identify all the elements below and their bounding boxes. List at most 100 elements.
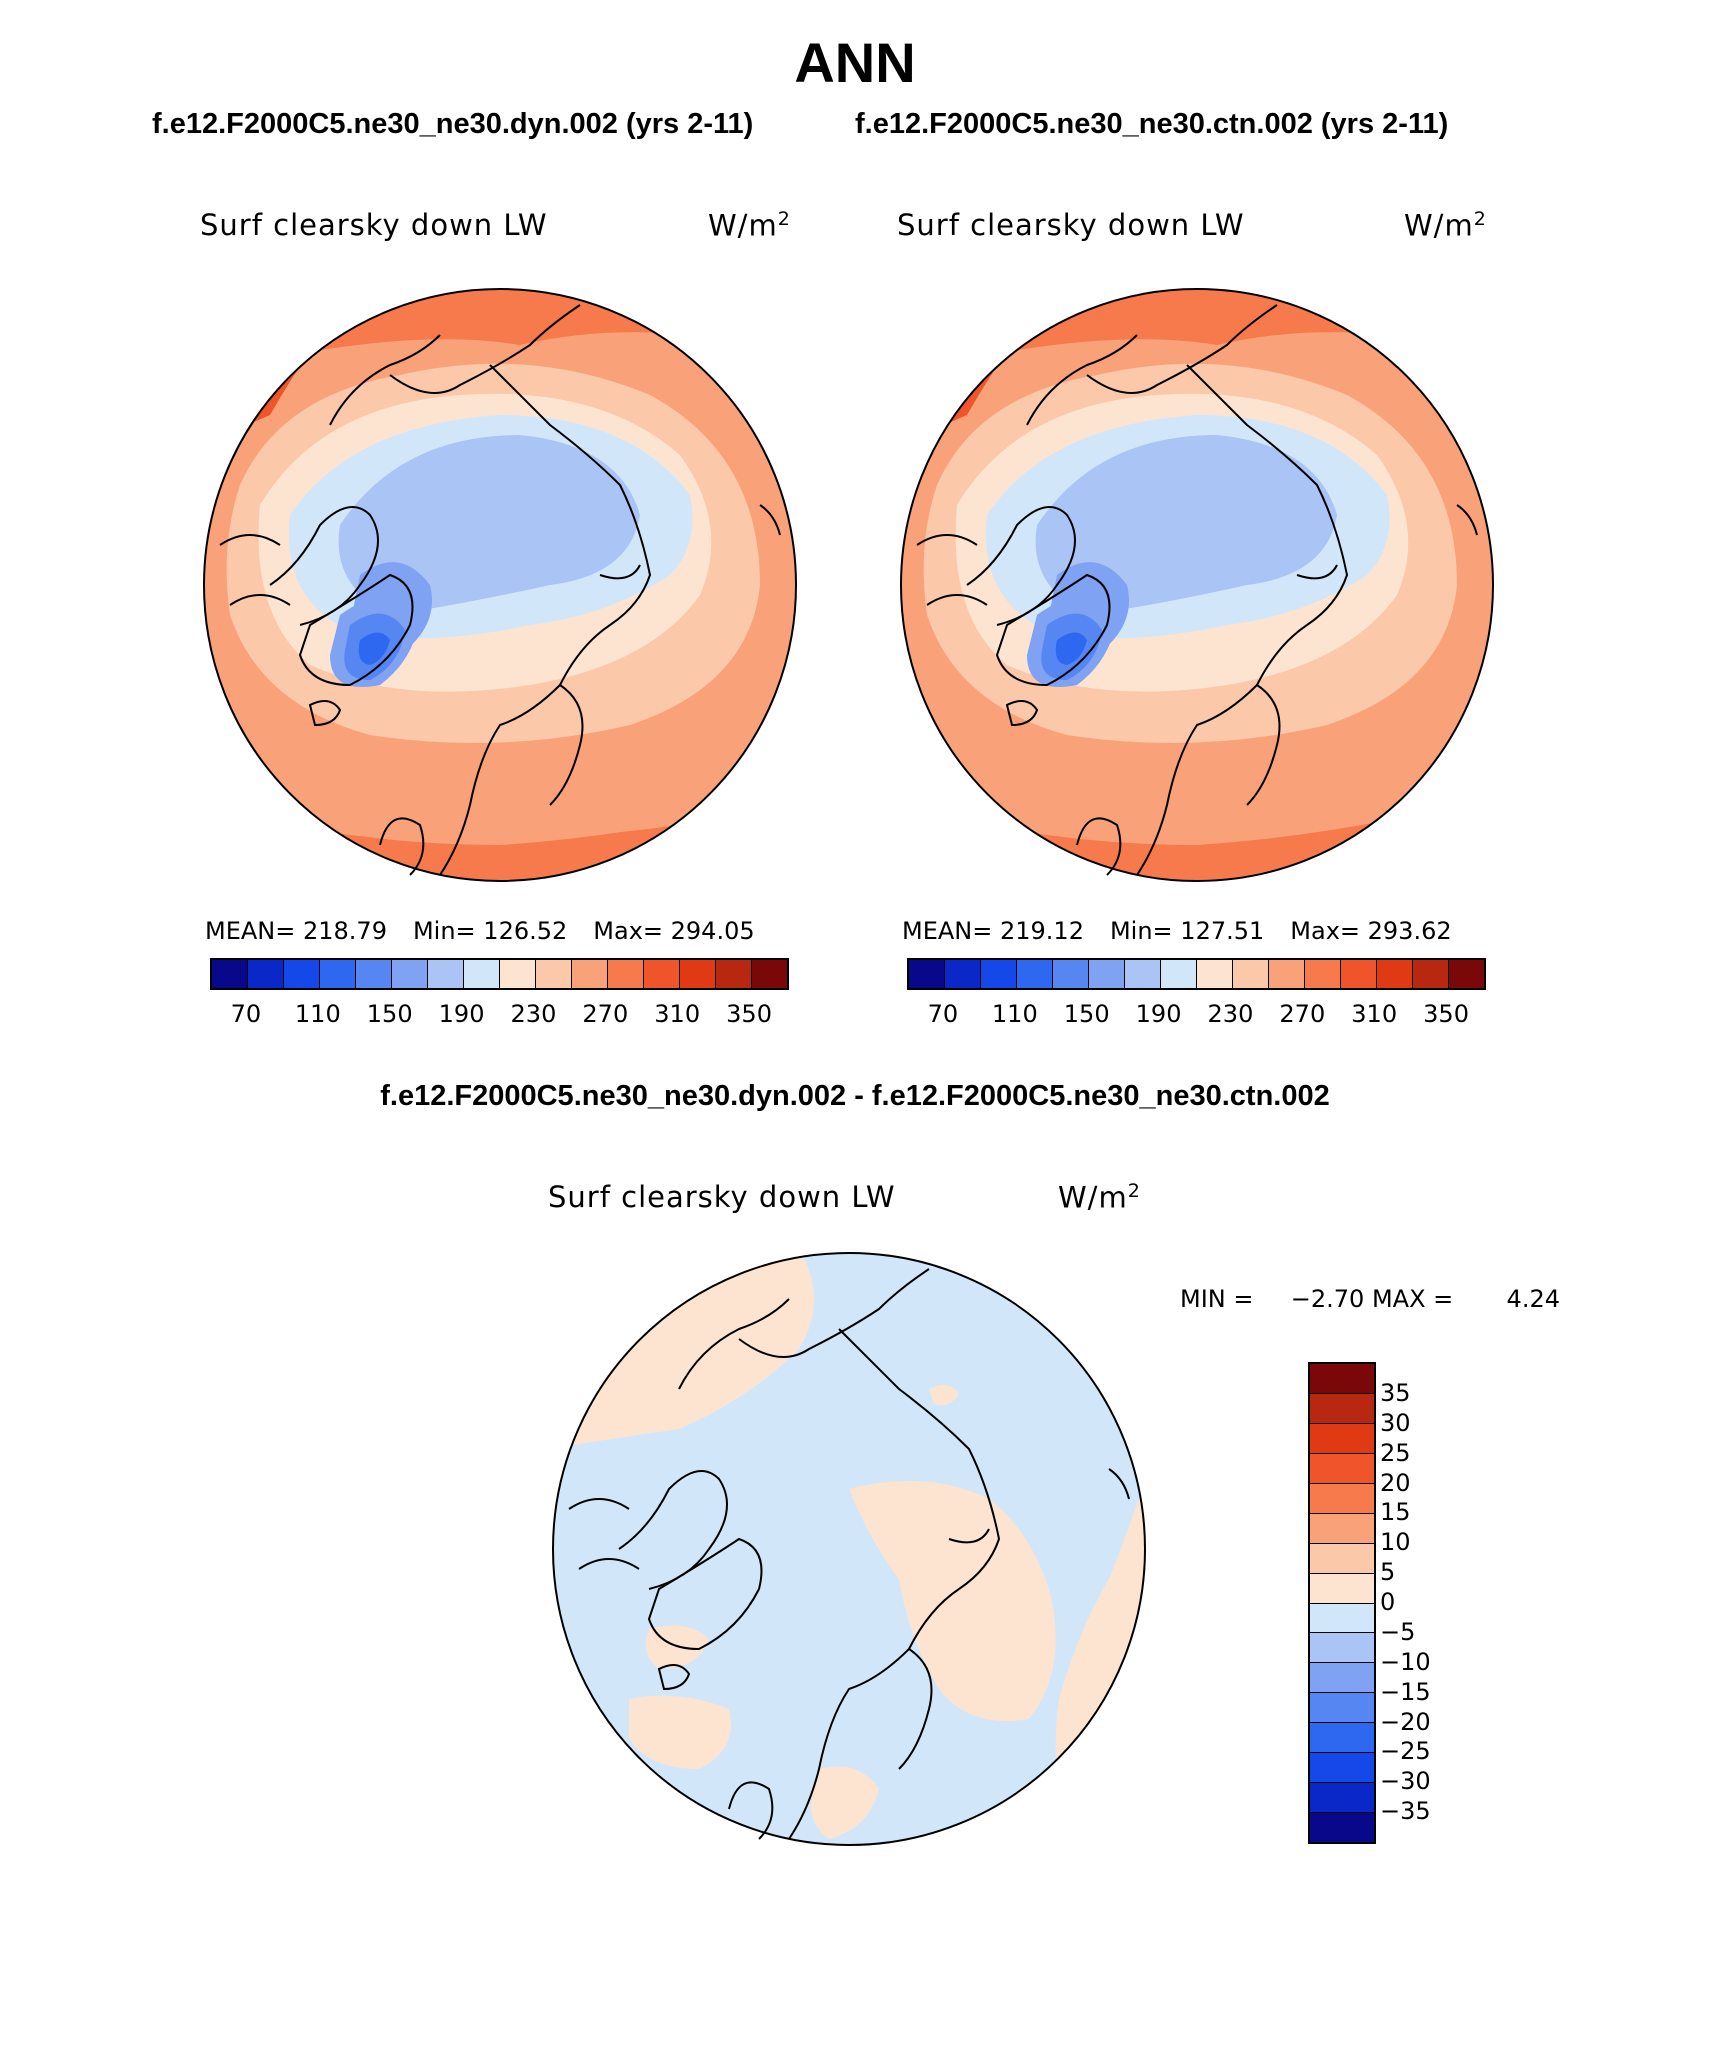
colorbar-tick-label: 5 — [1380, 1558, 1396, 1587]
case-title-right: f.e12.F2000C5.ne30_ne30.ctn.002 (yrs 2-1… — [855, 108, 1449, 140]
colorbar-tick-label: 190 — [438, 1000, 485, 1028]
colorbar-swatch — [716, 960, 752, 988]
colorbar-tick-label: 20 — [1380, 1468, 1411, 1497]
right-colorbar — [907, 958, 1486, 990]
colorbar-tick-label: 270 — [1279, 1000, 1326, 1028]
colorbar-swatch — [1310, 1423, 1374, 1454]
colorbar-swatch — [1310, 1783, 1374, 1814]
page-title: ANN — [794, 31, 916, 94]
right-units: W/m2 — [1404, 208, 1487, 243]
colorbar-tick-label: −25 — [1380, 1737, 1431, 1766]
colorbar-swatch — [500, 960, 536, 988]
right-coastlines — [916, 304, 1478, 876]
colorbar-swatch — [1089, 960, 1125, 988]
colorbar-tick-label: −20 — [1380, 1707, 1431, 1736]
colorbar-swatch — [680, 960, 716, 988]
colorbar-swatch — [1161, 960, 1197, 988]
colorbar-swatch — [1310, 1364, 1374, 1394]
colorbar-swatch — [1310, 1483, 1374, 1514]
diff-title: f.e12.F2000C5.ne30_ne30.dyn.002 - f.e12.… — [380, 1080, 1330, 1112]
diff-minmax: MIN = −2.70 MAX = 4.24 — [1180, 1285, 1560, 1313]
colorbar-tick-label: 15 — [1380, 1498, 1411, 1527]
diff-variable-label: Surf clearsky down LW — [548, 1180, 896, 1214]
diff-polar-map — [552, 1252, 1146, 1846]
colorbar-swatch — [428, 960, 464, 988]
colorbar-swatch — [1310, 1693, 1374, 1724]
colorbar-swatch — [1197, 960, 1233, 988]
left-colorbar — [210, 958, 789, 990]
colorbar-swatch — [284, 960, 320, 988]
colorbar-swatch — [909, 960, 945, 988]
diff-max-label: MAX = — [1371, 1285, 1454, 1313]
left-min: Min= 126.52 — [412, 917, 568, 945]
colorbar-tick-label: 150 — [366, 1000, 413, 1028]
left-map-border — [203, 288, 797, 882]
diff-min-label: MIN = — [1180, 1285, 1254, 1313]
colorbar-swatch — [1017, 960, 1053, 988]
diff-colorbar — [1308, 1362, 1376, 1844]
colorbar-swatch — [1310, 1573, 1374, 1604]
colorbar-swatch — [1341, 960, 1377, 988]
colorbar-swatch — [752, 960, 787, 988]
right-mean: MEAN= 219.12 — [902, 917, 1084, 945]
colorbar-tick-label: 310 — [1351, 1000, 1398, 1028]
diff-map-border — [552, 1252, 1146, 1846]
colorbar-tick-label: −15 — [1380, 1677, 1431, 1706]
colorbar-tick-label: 110 — [991, 1000, 1038, 1028]
colorbar-tick-label: 0 — [1380, 1588, 1396, 1616]
colorbar-swatch — [536, 960, 572, 988]
colorbar-swatch — [1310, 1813, 1374, 1842]
colorbar-tick-label: 25 — [1380, 1438, 1411, 1467]
left-units: W/m2 — [708, 208, 791, 243]
colorbar-swatch — [356, 960, 392, 988]
left-colorbar-ticks: 70 110 150 190 230 270 310 350 — [210, 1000, 785, 1030]
colorbar-tick-label: 30 — [1380, 1408, 1411, 1437]
colorbar-tick-label: 310 — [654, 1000, 701, 1028]
colorbar-swatch — [1310, 1453, 1374, 1484]
colorbar-swatch — [981, 960, 1017, 988]
colorbar-swatch — [1233, 960, 1269, 988]
colorbar-swatch — [572, 960, 608, 988]
colorbar-swatch — [1310, 1603, 1374, 1634]
diff-max-value: 4.24 — [1506, 1285, 1560, 1313]
right-map-border — [900, 288, 1494, 882]
diff-units: W/m2 — [1058, 1180, 1141, 1215]
diff-field — [553, 1253, 1145, 1845]
colorbar-tick-label: −30 — [1380, 1767, 1431, 1796]
colorbar-swatch — [464, 960, 500, 988]
right-max: Max= 293.62 — [1290, 917, 1452, 945]
colorbar-tick-label: 350 — [1423, 1000, 1469, 1028]
right-colorbar-ticks: 70 110 150 190 230 270 310 350 — [907, 1000, 1482, 1030]
colorbar-swatch — [1310, 1663, 1374, 1694]
colorbar-tick-label: 70 — [230, 1000, 262, 1028]
colorbar-swatch — [1310, 1753, 1374, 1784]
diff-min-value: −2.70 — [1290, 1285, 1365, 1313]
colorbar-swatch — [248, 960, 284, 988]
colorbar-tick-label: 190 — [1135, 1000, 1182, 1028]
left-mean: MEAN= 218.79 — [205, 917, 387, 945]
colorbar-swatch — [1449, 960, 1484, 988]
colorbar-tick-label: 270 — [582, 1000, 629, 1028]
right-polar-map — [900, 288, 1494, 882]
left-variable-label: Surf clearsky down LW — [200, 208, 548, 242]
colorbar-tick-label: −5 — [1380, 1617, 1416, 1646]
colorbar-swatch — [1310, 1543, 1374, 1574]
colorbar-tick-label: 10 — [1380, 1528, 1411, 1557]
colorbar-swatch — [392, 960, 428, 988]
colorbar-tick-label: 35 — [1380, 1378, 1411, 1407]
colorbar-tick-label: −35 — [1380, 1797, 1431, 1826]
left-stats: MEAN= 218.79 Min= 126.52 Max= 294.05 — [205, 917, 755, 945]
colorbar-tick-label: 70 — [927, 1000, 959, 1028]
right-variable-label: Surf clearsky down LW — [897, 208, 1245, 242]
colorbar-swatch — [1377, 960, 1413, 988]
colorbar-swatch — [1310, 1633, 1374, 1664]
colorbar-swatch — [212, 960, 248, 988]
left-max: Max= 294.05 — [593, 917, 755, 945]
colorbar-swatch — [1125, 960, 1161, 988]
colorbar-tick-label: −10 — [1380, 1647, 1431, 1676]
colorbar-swatch — [945, 960, 981, 988]
colorbar-swatch — [644, 960, 680, 988]
colorbar-tick-label: 150 — [1063, 1000, 1110, 1028]
colorbar-swatch — [320, 960, 356, 988]
left-coastlines — [219, 304, 781, 876]
